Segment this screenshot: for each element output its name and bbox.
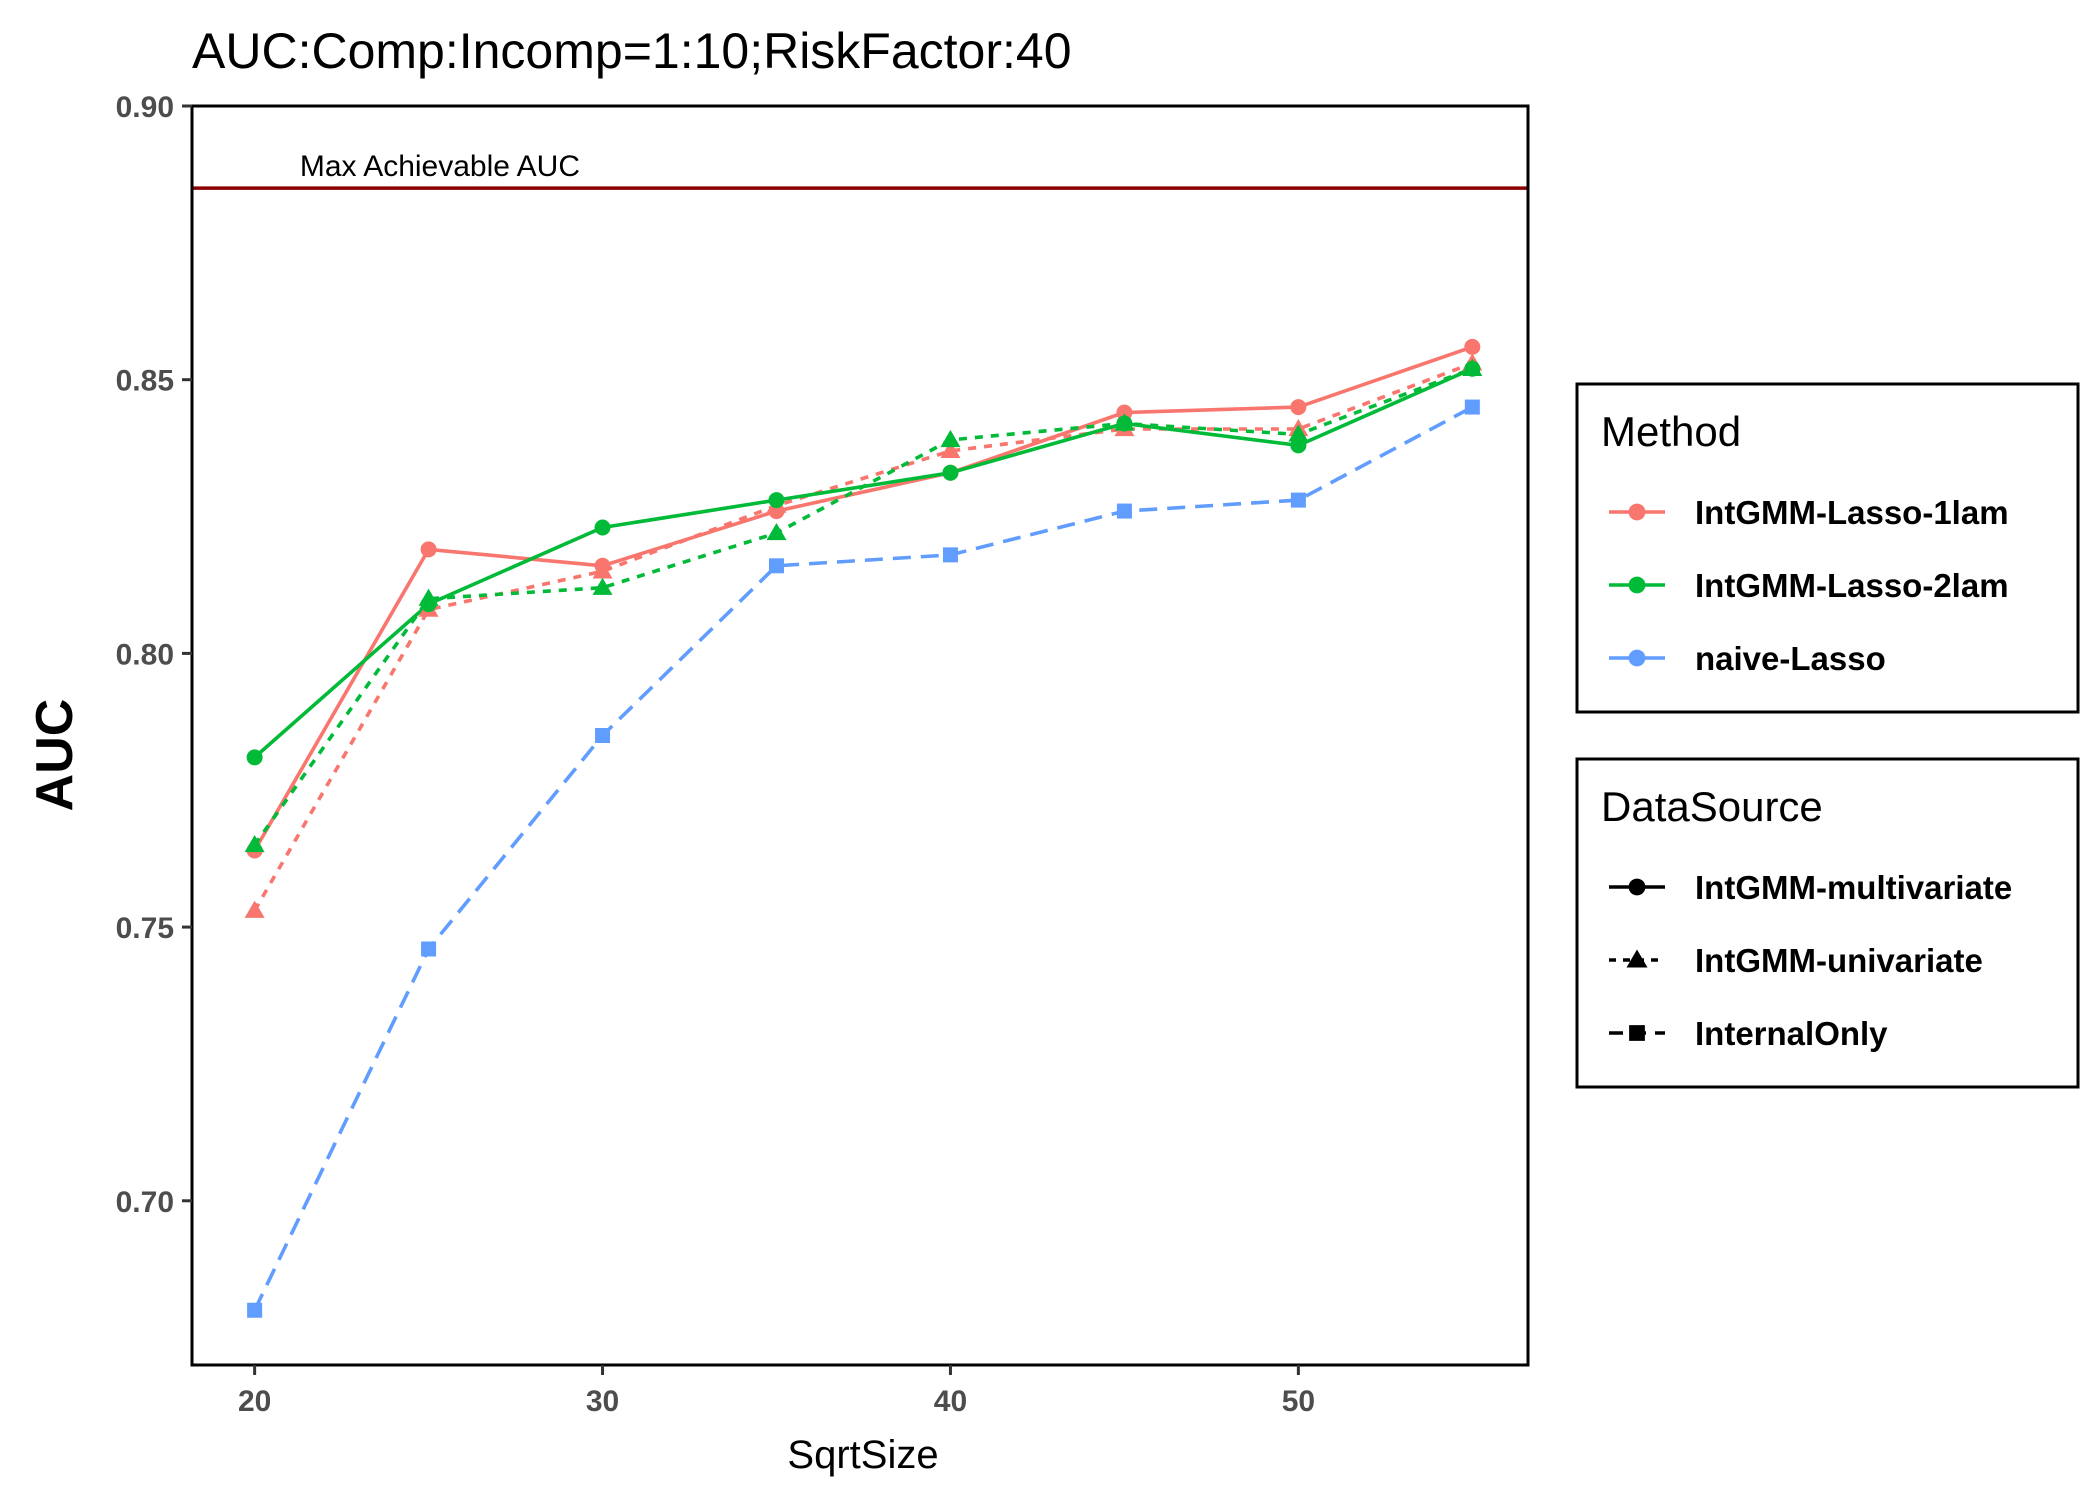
data-point-naive-lasso-internalonly bbox=[1116, 503, 1132, 519]
legend-entry-label: IntGMM-univariate bbox=[1695, 942, 1983, 979]
legend-key-marker bbox=[1628, 878, 1646, 896]
series-line-intgmm-lasso-2lam-intgmm-univariate bbox=[253, 367, 1473, 847]
legend-entry-label: IntGMM-Lasso-2lam bbox=[1695, 567, 2009, 604]
data-point-naive-lasso-internalonly bbox=[595, 728, 611, 743]
x-tick-label: 50 bbox=[1282, 1385, 1315, 1418]
legend-title: Method bbox=[1601, 408, 1741, 455]
data-point-intgmm-lasso-2lam-intgmm-multivariate bbox=[768, 492, 785, 509]
series-line-intgmm-lasso-1lam-intgmm-univariate bbox=[253, 361, 1473, 912]
x-axis-title: SqrtSize bbox=[787, 1433, 938, 1477]
y-tick-label: 0.75 bbox=[116, 912, 174, 945]
data-point-intgmm-lasso-2lam-intgmm-multivariate bbox=[594, 519, 611, 536]
y-tick-label: 0.90 bbox=[116, 91, 174, 124]
legend-entry-label: IntGMM-Lasso-1lam bbox=[1695, 494, 2009, 531]
data-point-intgmm-lasso-1lam-intgmm-multivariate bbox=[1290, 399, 1307, 416]
legend-entry-label: naive-Lasso bbox=[1695, 640, 1886, 677]
y-tick-label: 0.85 bbox=[116, 365, 174, 398]
max-auc-annotation: Max Achievable AUC bbox=[300, 150, 580, 183]
axes: 0.70 0.75 0.80 0.85 0.90 20 30 40 50 bbox=[116, 91, 1530, 1418]
y-tick-label: 0.80 bbox=[116, 638, 174, 671]
y-axis-title: AUC bbox=[26, 699, 84, 812]
legend-datasource: DataSource IntGMM-multivariate IntGMM-univ… bbox=[1575, 757, 2080, 1089]
series-line-intgmm-lasso-1lam-intgmm-multivariate bbox=[253, 345, 1473, 852]
series-line-naive-lasso-internalonly bbox=[252, 405, 1474, 1312]
legend-key-marker bbox=[1628, 503, 1646, 521]
data-point-intgmm-lasso-1lam-intgmm-multivariate bbox=[420, 541, 437, 558]
legend-title: DataSource bbox=[1601, 783, 1823, 830]
data-point-intgmm-lasso-2lam-intgmm-univariate bbox=[1288, 424, 1309, 442]
data-point-intgmm-lasso-1lam-intgmm-univariate bbox=[940, 440, 961, 459]
data-point-naive-lasso-internalonly bbox=[1464, 399, 1480, 415]
legend-key-marker bbox=[1628, 576, 1646, 594]
data-point-intgmm-lasso-2lam-intgmm-univariate bbox=[1462, 358, 1483, 376]
data-point-intgmm-lasso-1lam-intgmm-univariate bbox=[592, 561, 613, 579]
data-point-intgmm-lasso-2lam-intgmm-univariate bbox=[1114, 413, 1135, 431]
data-point-naive-lasso-internalonly bbox=[769, 558, 784, 574]
data-point-intgmm-lasso-2lam-intgmm-univariate bbox=[244, 834, 265, 853]
series-line-intgmm-lasso-2lam-intgmm-multivariate bbox=[253, 367, 1474, 759]
chart-title: AUC:Comp:Incomp=1:10;RiskFactor:40 bbox=[192, 23, 1072, 79]
plot-area: Max Achievable AUC bbox=[192, 150, 1528, 1318]
data-point-intgmm-lasso-2lam-intgmm-univariate bbox=[418, 588, 439, 606]
data-point-intgmm-lasso-1lam-intgmm-multivariate bbox=[1464, 338, 1481, 355]
legend-key-marker bbox=[1629, 1025, 1645, 1041]
y-tick-label: 0.70 bbox=[116, 1186, 174, 1219]
data-point-intgmm-lasso-2lam-intgmm-univariate bbox=[940, 429, 961, 448]
data-point-intgmm-lasso-2lam-intgmm-univariate bbox=[592, 577, 613, 595]
data-point-naive-lasso-internalonly bbox=[421, 941, 437, 957]
legend-key-marker bbox=[1628, 649, 1646, 667]
x-tick-label: 30 bbox=[586, 1385, 619, 1418]
x-tick-label: 20 bbox=[238, 1385, 271, 1418]
data-point-naive-lasso-internalonly bbox=[942, 547, 958, 563]
data-point-naive-lasso-internalonly bbox=[247, 1302, 263, 1318]
data-point-intgmm-lasso-2lam-intgmm-univariate bbox=[766, 522, 787, 541]
data-point-intgmm-lasso-1lam-intgmm-multivariate bbox=[1116, 404, 1133, 421]
data-point-intgmm-lasso-2lam-intgmm-multivariate bbox=[942, 464, 959, 481]
legend-key-marker bbox=[1626, 949, 1648, 968]
legend-entry-label: InternalOnly bbox=[1695, 1015, 1888, 1052]
x-tick-label: 40 bbox=[934, 1385, 967, 1418]
plot-border bbox=[190, 104, 1530, 1367]
data-point-naive-lasso-internalonly bbox=[1290, 492, 1306, 508]
data-point-intgmm-lasso-1lam-intgmm-univariate bbox=[244, 900, 265, 918]
legend-entry-label: IntGMM-multivariate bbox=[1695, 869, 2012, 906]
data-point-intgmm-lasso-2lam-intgmm-multivariate bbox=[246, 749, 263, 766]
legend-method: Method IntGMM-Lasso-1lam IntGMM-Lasso-2lam… bbox=[1575, 382, 2080, 714]
